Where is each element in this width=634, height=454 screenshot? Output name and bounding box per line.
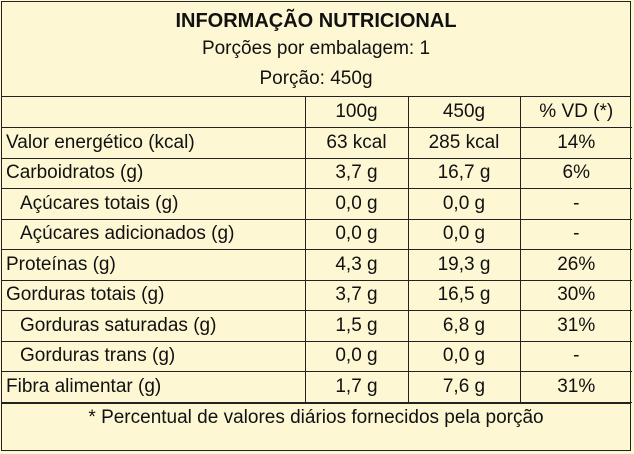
- header-cell-per100: 100g: [304, 97, 409, 128]
- label-title: INFORMAÇÃO NUTRICIONAL: [175, 10, 457, 32]
- table-row: Gorduras totais (g) 3,7 g 16,5 g 30%: [2, 279, 632, 311]
- value-per-serving: 16,5 g: [407, 279, 521, 311]
- table-row: Açúcares totais (g) 0,0 g 0,0 g -: [2, 188, 632, 220]
- nutrient-name: Gorduras totais (g): [2, 279, 306, 311]
- value-per-serving: 0,0 g: [407, 340, 521, 372]
- value-dv: 6%: [519, 157, 632, 189]
- value-per100: 3,7 g: [304, 157, 409, 189]
- nutrient-name: Fibra alimentar (g): [2, 371, 306, 403]
- value-dv: 26%: [519, 249, 632, 281]
- value-per100: 1,5 g: [304, 310, 409, 342]
- nutrient-name: Proteínas (g): [2, 249, 306, 281]
- value-per-serving: 0,0 g: [407, 218, 521, 250]
- nutrient-name: Açúcares totais (g): [2, 188, 306, 220]
- servings-per-package: Porções por embalagem: 1: [201, 38, 431, 59]
- value-per-serving: 6,8 g: [407, 310, 521, 342]
- value-per100: 4,3 g: [304, 249, 409, 281]
- nutrient-name: Valor energético (kcal): [2, 127, 306, 159]
- label-header: INFORMAÇÃO NUTRICIONAL Porções por embal…: [2, 2, 630, 97]
- value-per100: 1,7 g: [304, 371, 409, 403]
- value-per-serving: 285 kcal: [407, 127, 521, 159]
- table-header-row: 100g 450g % VD (*): [2, 97, 632, 128]
- table-row: Açúcares adicionados (g) 0,0 g 0,0 g -: [2, 218, 632, 250]
- table-row: Valor energético (kcal) 63 kcal 285 kcal…: [2, 127, 632, 159]
- nutrient-name: Carboidratos (g): [2, 157, 306, 189]
- nutrient-name: Gorduras saturadas (g): [2, 310, 306, 342]
- value-per-serving: 16,7 g: [407, 157, 521, 189]
- nutrition-table: 100g 450g % VD (*) Valor energético (kca…: [2, 97, 632, 403]
- value-dv: 30%: [519, 279, 632, 311]
- table-row: Proteínas (g) 4,3 g 19,3 g 26%: [2, 249, 632, 281]
- header-cell-per-serving: 450g: [407, 97, 521, 128]
- value-per-serving: 7,6 g: [407, 371, 521, 403]
- value-dv: -: [519, 340, 632, 372]
- value-dv: -: [519, 188, 632, 220]
- table-row: Gorduras saturadas (g) 1,5 g 6,8 g 31%: [2, 310, 632, 342]
- value-per-serving: 0,0 g: [407, 188, 521, 220]
- table-row: Carboidratos (g) 3,7 g 16,7 g 6%: [2, 157, 632, 189]
- table-row: Gorduras trans (g) 0,0 g 0,0 g -: [2, 340, 632, 372]
- nutrient-name: Açúcares adicionados (g): [2, 218, 306, 250]
- value-per100: 3,7 g: [304, 279, 409, 311]
- value-per100: 0,0 g: [304, 188, 409, 220]
- value-dv: 14%: [519, 127, 632, 159]
- footnote: * Percentual de valores diários fornecid…: [2, 402, 630, 435]
- table-row: Fibra alimentar (g) 1,7 g 7,6 g 31%: [2, 371, 632, 403]
- value-dv: 31%: [519, 310, 632, 342]
- value-per-serving: 19,3 g: [407, 249, 521, 281]
- value-dv: 31%: [519, 371, 632, 403]
- serving-size: Porção: 450g: [259, 68, 373, 89]
- value-per100: 0,0 g: [304, 218, 409, 250]
- header-cell-empty: [2, 97, 306, 128]
- value-dv: -: [519, 218, 632, 250]
- header-cell-dv: % VD (*): [519, 97, 632, 128]
- nutrient-name: Gorduras trans (g): [2, 340, 306, 372]
- value-per100: 63 kcal: [304, 127, 409, 159]
- value-per100: 0,0 g: [304, 340, 409, 372]
